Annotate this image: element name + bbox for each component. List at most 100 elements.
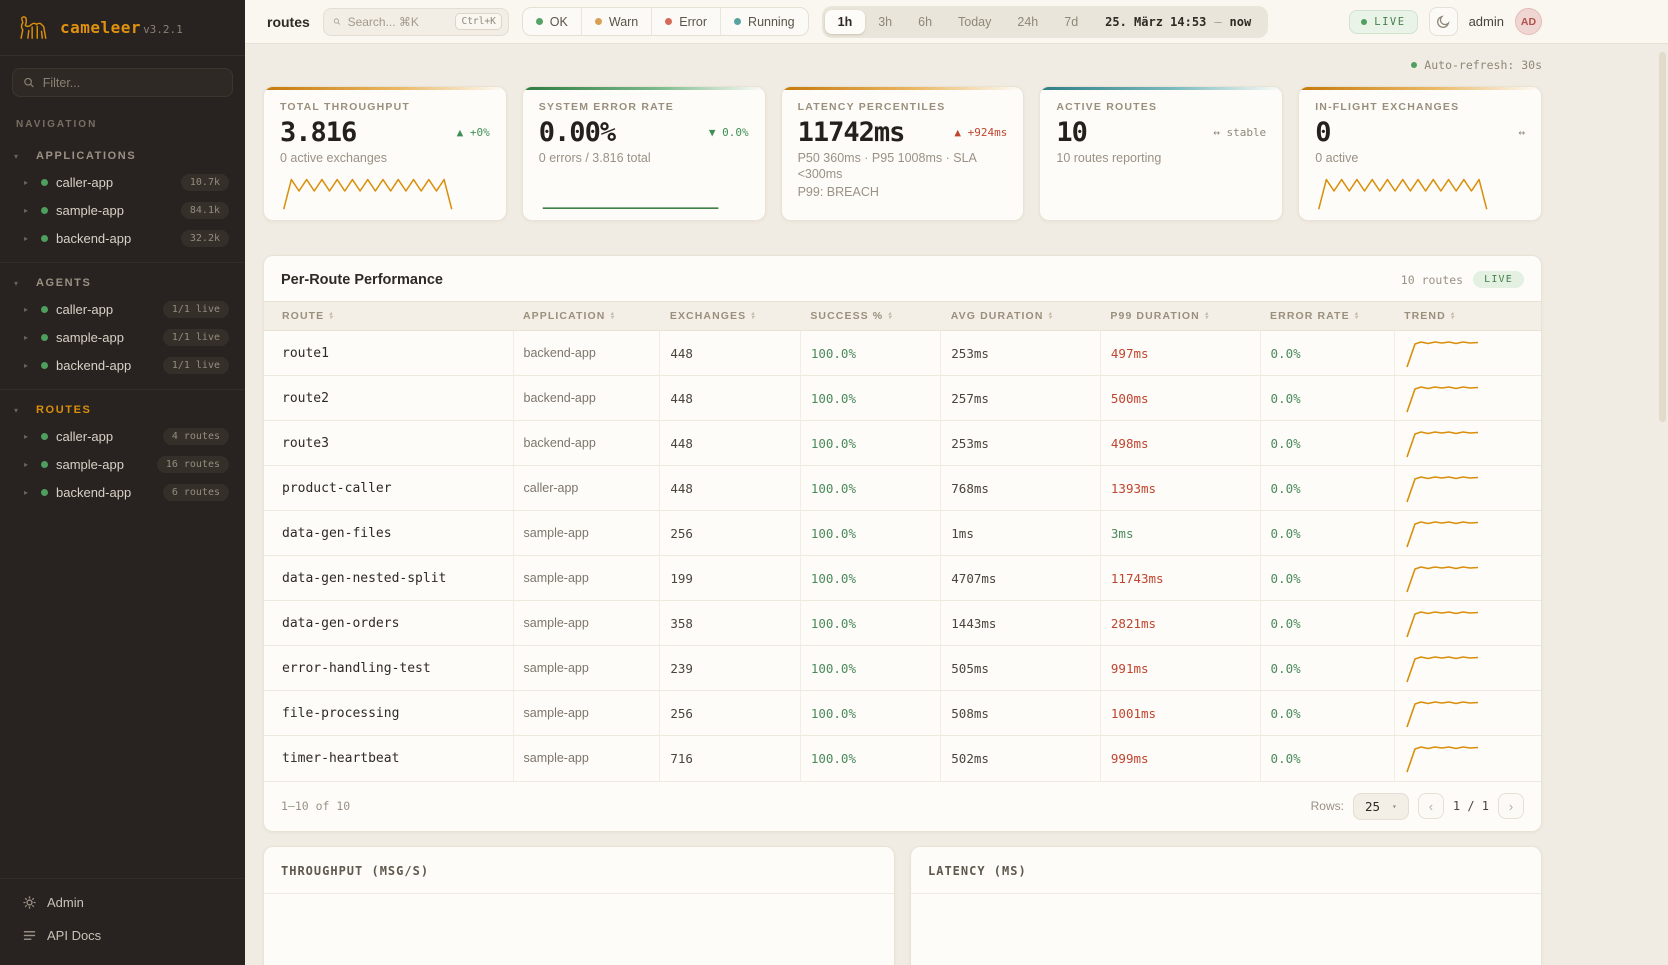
group-title: APPLICATIONS — [36, 150, 137, 162]
range-today[interactable]: Today — [945, 10, 1004, 34]
kpi-value: 0.00% — [538, 117, 616, 148]
status-filter-group: OK Warn Error Running — [521, 7, 809, 36]
route-cell: route2 — [264, 375, 514, 421]
sidebar-filter[interactable] — [12, 68, 233, 97]
error-rate-cell: 0.0% — [1260, 465, 1395, 511]
live-toggle[interactable]: LIVE — [1349, 9, 1418, 34]
sidebar-item-caller-app[interactable]: ▸ caller-app 10.7k — [0, 168, 245, 196]
theme-toggle-button[interactable] — [1428, 7, 1458, 36]
sidebar-item-agent-backend-app[interactable]: ▸ backend-app 1/1 live — [0, 351, 245, 379]
success-cell: 100.0% — [800, 690, 942, 736]
col-avg-duration[interactable]: AVG DURATION ▴ ▾ — [940, 301, 1101, 331]
date-range-display[interactable]: 25. März 14:53 – now — [1091, 15, 1265, 29]
panel-title: Per-Route Performance — [281, 271, 443, 288]
search-input[interactable] — [347, 14, 449, 29]
sidebar-item-agent-sample-app[interactable]: ▸ sample-app 1/1 live — [0, 323, 245, 351]
avatar[interactable]: AD — [1515, 8, 1542, 35]
error-rate-cell: 0.0% — [1260, 420, 1395, 466]
col-p99-duration[interactable]: P99 DURATION ▴ ▾ — [1100, 301, 1261, 331]
status-dot — [41, 333, 48, 341]
item-label: caller-app — [56, 174, 114, 190]
sidebar-item-sample-app[interactable]: ▸ sample-app 84.1k — [0, 196, 245, 224]
chevron-right-icon: ▸ — [24, 233, 29, 243]
success-cell: 100.0% — [800, 735, 942, 781]
search-icon — [24, 77, 34, 88]
status-dot — [41, 178, 48, 186]
brand-name: cameleer — [60, 18, 142, 37]
table-row-data-gen-nested-split[interactable]: data-gen-nested-split sample-app 199 100… — [264, 555, 1541, 601]
kpi-value: 10 — [1056, 117, 1088, 148]
trend-cell — [1394, 465, 1541, 511]
sort-icon: ▴ ▾ — [1048, 310, 1053, 322]
filter-chip-ok[interactable]: OK — [523, 8, 582, 35]
chart-title: LATENCY (MS) — [928, 863, 1027, 878]
col-exchanges[interactable]: EXCHANGES ▴ ▾ — [659, 301, 801, 331]
filter-input[interactable] — [42, 75, 222, 90]
global-search[interactable]: Ctrl+K — [322, 7, 509, 36]
running-dot-icon — [734, 18, 742, 25]
range-24h[interactable]: 24h — [1004, 10, 1051, 34]
table-row-file-processing[interactable]: file-processing sample-app 256 100.0% 50… — [264, 690, 1541, 736]
avg-duration-cell: 1443ms — [940, 600, 1101, 646]
sidebar-item-routes-backend-app[interactable]: ▸ backend-app 6 routes — [0, 478, 245, 506]
sidebar-item-admin[interactable]: Admin — [16, 889, 229, 916]
error-rate-cell: 0.0% — [1260, 645, 1395, 691]
kpi-label: LATENCY PERCENTILES — [797, 101, 946, 113]
route-cell: error-handling-test — [264, 645, 514, 691]
col-application[interactable]: APPLICATION ▴ ▾ — [513, 301, 660, 331]
range-3h[interactable]: 3h — [865, 10, 905, 34]
sidebar-group-agents[interactable]: ▾ AGENTS — [0, 271, 245, 295]
col-trend[interactable]: TREND ▴ ▾ — [1394, 301, 1541, 331]
rows-per-page-select[interactable]: 25 ▾ — [1352, 792, 1409, 820]
throughput-chart-panel: THROUGHPUT (MSG/S) — [263, 845, 895, 965]
table-row-timer-heartbeat[interactable]: timer-heartbeat sample-app 716 100.0% 50… — [264, 735, 1541, 781]
chevron-down-icon: ▾ — [14, 278, 19, 288]
success-cell: 100.0% — [800, 420, 942, 466]
next-page-button[interactable]: › — [1498, 793, 1524, 819]
range-6h[interactable]: 6h — [905, 10, 945, 34]
sidebar-group-routes[interactable]: ▾ ROUTES — [0, 398, 245, 422]
table-row-route2[interactable]: route2 backend-app 448 100.0% 257ms 500m… — [264, 375, 1541, 421]
exchanges-cell: 199 — [659, 555, 801, 601]
item-badge: 1/1 live — [162, 328, 229, 346]
kpi-system-error-rate: SYSTEM ERROR RATE 0.00% ▼ 0.0% 0 errors … — [521, 86, 766, 221]
status-dot — [41, 432, 48, 440]
table-header-row: ROUTE ▴ ▾ APPLICATION ▴ ▾ EXCHANGES ▴ ▾ SUCCES… — [264, 301, 1541, 331]
sidebar-group-applications[interactable]: ▾ APPLICATIONS — [0, 144, 245, 168]
col-route[interactable]: ROUTE ▴ ▾ — [264, 301, 513, 331]
filter-chip-running[interactable]: Running — [721, 8, 808, 35]
kpi-subtext: 0 errors / 3.816 total — [538, 151, 651, 165]
table-row-data-gen-files[interactable]: data-gen-files sample-app 256 100.0% 1ms… — [264, 510, 1541, 556]
col-success[interactable]: SUCCESS % ▴ ▾ — [800, 301, 941, 331]
sidebar-nav: ▾ APPLICATIONS ▸ caller-app 10.7k ▸ samp… — [0, 136, 245, 878]
trend-cell — [1394, 690, 1541, 736]
filter-chip-warn[interactable]: Warn — [582, 8, 653, 35]
prev-page-button[interactable]: ‹ — [1417, 793, 1444, 819]
sidebar-item-api-docs[interactable]: API Docs — [16, 922, 229, 949]
application-cell: sample-app — [513, 600, 661, 646]
table-row-error-handling-test[interactable]: error-handling-test sample-app 239 100.0… — [264, 645, 1541, 691]
application-cell: sample-app — [513, 510, 661, 556]
trend-cell — [1394, 375, 1541, 421]
sidebar-item-backend-app[interactable]: ▸ backend-app 32.2k — [0, 224, 245, 252]
range-7d[interactable]: 7d — [1051, 10, 1091, 34]
col-error-rate[interactable]: ERROR RATE ▴ ▾ — [1260, 301, 1395, 331]
sidebar-item-agent-caller-app[interactable]: ▸ caller-app 1/1 live — [0, 295, 245, 323]
table-row-route1[interactable]: route1 backend-app 448 100.0% 253ms 497m… — [264, 330, 1541, 376]
sidebar-item-routes-caller-app[interactable]: ▸ caller-app 4 routes — [0, 422, 245, 450]
footer-item-label: API Docs — [47, 928, 102, 943]
item-badge: 6 routes — [162, 483, 229, 501]
filter-chip-error[interactable]: Error — [652, 8, 722, 35]
sidebar-item-routes-sample-app[interactable]: ▸ sample-app 16 routes — [0, 450, 245, 478]
time-range-group: 1h 3h 6h Today 24h 7d 25. März 14:53 – n… — [821, 5, 1269, 38]
table-live-badge: LIVE — [1473, 271, 1524, 288]
route-cell: data-gen-files — [264, 510, 514, 556]
table-row-product-caller[interactable]: product-caller caller-app 448 100.0% 768… — [264, 465, 1541, 511]
range-1h[interactable]: 1h — [824, 9, 866, 34]
error-rate-cell: 0.0% — [1260, 375, 1395, 421]
table-row-route3[interactable]: route3 backend-app 448 100.0% 253ms 498m… — [264, 420, 1541, 466]
scrollbar[interactable] — [1659, 52, 1666, 422]
success-cell: 100.0% — [800, 465, 942, 511]
table-row-data-gen-orders[interactable]: data-gen-orders sample-app 358 100.0% 14… — [264, 600, 1541, 646]
